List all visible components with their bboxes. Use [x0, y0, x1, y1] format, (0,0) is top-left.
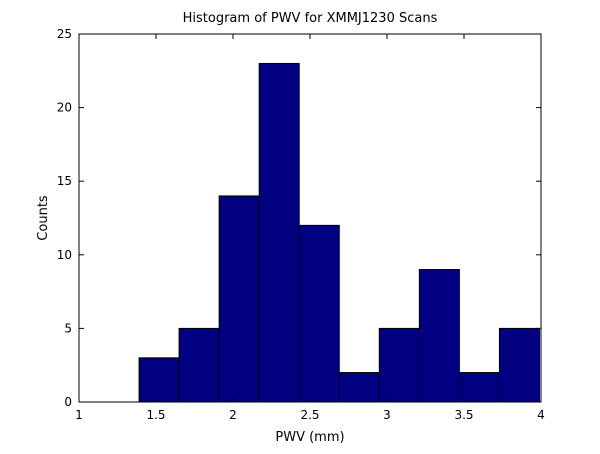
x-tick-label: 1 — [75, 408, 83, 422]
y-tick-label: 25 — [57, 27, 72, 41]
y-tick-labels: 0 5 10 15 20 25 — [57, 27, 72, 409]
y-tick-label: 10 — [57, 248, 72, 262]
y-tick-label: 0 — [64, 395, 72, 409]
x-tick-label: 2 — [229, 408, 237, 422]
histogram-bar — [498, 327, 540, 403]
y-axis-title: Counts — [36, 195, 51, 241]
x-tick-label: 3.5 — [454, 408, 473, 422]
histogram-bar — [298, 224, 340, 403]
histogram-bar — [218, 195, 260, 403]
histogram-bar — [178, 327, 220, 403]
bars-group — [138, 62, 540, 403]
histogram-bar — [378, 327, 420, 403]
y-tick-label: 15 — [57, 174, 72, 188]
histogram-bar — [338, 372, 380, 403]
x-tick-label: 1.5 — [146, 408, 165, 422]
y-tick-label: 20 — [57, 101, 72, 115]
histogram-bar — [458, 372, 500, 403]
histogram-bar — [138, 357, 180, 403]
chart-title: Histogram of PWV for XMMJ1230 Scans — [183, 11, 438, 26]
histogram-bar — [258, 62, 300, 403]
histogram-bar — [418, 269, 460, 403]
x-tick-label: 4 — [537, 408, 545, 422]
x-axis-title: PWV (mm) — [275, 430, 344, 445]
x-tick-labels: 1 1.5 2 2.5 3 3.5 4 — [75, 408, 545, 422]
ticks-group — [78, 33, 542, 403]
x-tick-label: 2.5 — [300, 408, 319, 422]
y-tick-label: 5 — [64, 321, 72, 335]
x-tick-label: 3 — [383, 408, 391, 422]
